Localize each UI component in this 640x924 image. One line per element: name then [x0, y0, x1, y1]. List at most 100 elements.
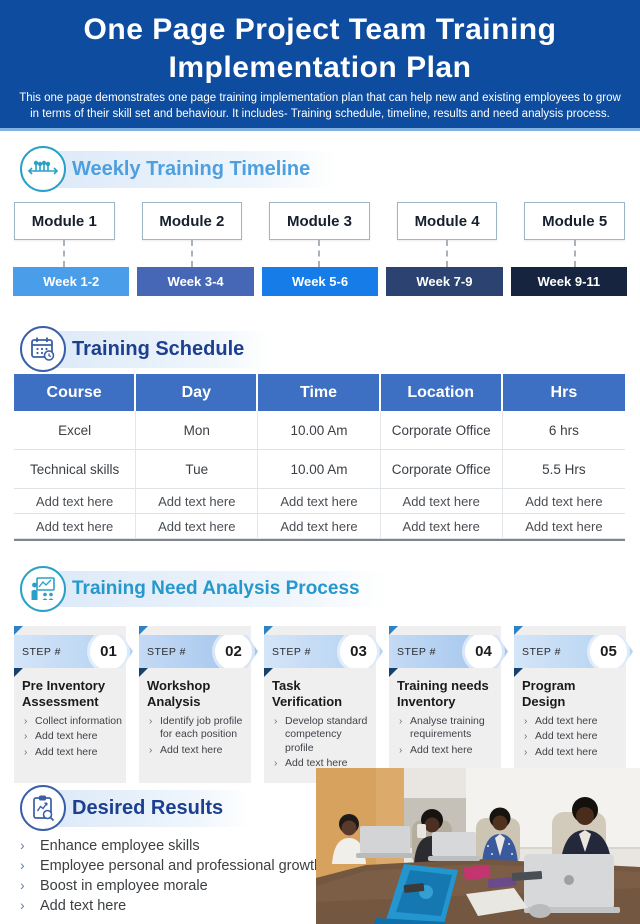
- desired-results-list: Enhance employee skills Employee persona…: [14, 836, 322, 916]
- table-cell: 10.00 Am: [258, 411, 381, 450]
- step-number: 01: [90, 633, 127, 670]
- table-cell: Add text here: [502, 514, 625, 539]
- connector: [142, 240, 243, 267]
- team-meeting-photo: [316, 768, 640, 924]
- column-header: Day: [136, 374, 259, 411]
- table-row: Technical skills Tue 10.00 Am Corporate …: [14, 450, 625, 489]
- corner-fold: [264, 626, 273, 635]
- step-banner: STEP # 05: [514, 635, 633, 668]
- table-cell: Add text here: [14, 514, 137, 539]
- corner-fold: [139, 668, 148, 677]
- step-card-4: STEP # 04 Training needs Inventory Analy…: [389, 626, 501, 784]
- step-number: 04: [465, 633, 502, 670]
- section-title: Desired Results: [56, 789, 250, 827]
- table-cell: Excel: [14, 411, 137, 450]
- week-bar: Week 7-9: [386, 267, 503, 296]
- trainer-presentation-icon: [20, 566, 66, 612]
- column-header: Course: [14, 374, 137, 411]
- timeline-arrow-icon: [20, 146, 66, 192]
- step-bullets: Identify job profile for each position A…: [139, 715, 251, 764]
- connector-row: [14, 240, 625, 267]
- section-title: Training Need Analysis Process: [56, 571, 386, 607]
- step-number: 03: [340, 633, 377, 670]
- bullet-item: Analyse training requirements: [397, 715, 497, 742]
- page-title: One Page Project Team Training Implement…: [83, 13, 557, 84]
- table-cell: Add text here: [258, 514, 381, 539]
- table-cell: Add text here: [502, 489, 625, 514]
- need-analysis-steps: STEP # 01 Pre Inventory Assessment Colle…: [14, 626, 626, 784]
- bullet-item: Identify job profile for each position: [147, 715, 247, 742]
- table-cell: Add text here: [380, 514, 503, 539]
- calendar-clock-icon: [20, 326, 66, 372]
- step-bullets: Collect information Add text here Add te…: [14, 715, 126, 766]
- step-bullets: Develop standard competency profile Add …: [264, 715, 376, 778]
- step-number: 02: [215, 633, 252, 670]
- table-cell: Corporate Office: [380, 411, 503, 450]
- bullet-item: Add text here: [22, 746, 122, 760]
- result-item: Enhance employee skills: [14, 836, 314, 856]
- column-header: Hrs: [502, 374, 625, 411]
- bullet-item: Add text here: [147, 744, 247, 758]
- table-cell: Tue: [136, 450, 259, 489]
- table-cell: Corporate Office: [380, 450, 503, 489]
- step-bullets: Add text here Add text here Add text her…: [514, 715, 626, 766]
- step-title: Task Verification: [272, 678, 343, 710]
- connector: [14, 240, 115, 267]
- page-subtitle: This one page demonstrates one page trai…: [19, 92, 621, 120]
- step-title: Program Design: [522, 678, 576, 710]
- column-header: Location: [380, 374, 503, 411]
- corner-fold: [514, 668, 523, 677]
- step-label: STEP #: [522, 645, 561, 658]
- step-label: STEP #: [147, 645, 186, 658]
- header: One Page Project Team Training Implement…: [0, 0, 640, 131]
- step-card-1: STEP # 01 Pre Inventory Assessment Colle…: [14, 626, 126, 784]
- table-cell: Add text here: [136, 489, 259, 514]
- section-weekly-timeline-heading: Weekly Training Timeline: [20, 146, 337, 192]
- connector: [269, 240, 370, 267]
- step-card-2: STEP # 02 Workshop Analysis Identify job…: [139, 626, 251, 784]
- section-desired-results-heading: Desired Results: [20, 785, 250, 831]
- module-box: Module 3: [269, 202, 370, 240]
- bullet-item: Add text here: [522, 730, 622, 744]
- connector: [524, 240, 625, 267]
- connector: [397, 240, 498, 267]
- week-bar: Week 1-2: [13, 267, 130, 296]
- training-schedule-table: Course Day Time Location Hrs Excel Mon 1…: [14, 374, 625, 541]
- week-bar: Week 9-11: [510, 267, 628, 296]
- clipboard-analysis-icon: [20, 785, 66, 831]
- table-cell: Add text here: [380, 489, 503, 514]
- module-box: Module 1: [14, 202, 115, 240]
- bullet-item: Add text here: [22, 730, 122, 744]
- corner-fold: [14, 626, 23, 635]
- corner-fold: [389, 626, 398, 635]
- step-label: STEP #: [22, 645, 61, 658]
- step-banner: STEP # 01: [14, 635, 133, 668]
- step-label: STEP #: [397, 645, 436, 658]
- result-item: Add text here: [14, 896, 314, 916]
- week-bar: Week 3-4: [137, 267, 254, 296]
- module-box: Module 5: [524, 202, 625, 240]
- bullet-item: Add text here: [522, 746, 622, 760]
- table-cell: 6 hrs: [502, 411, 625, 450]
- corner-fold: [14, 668, 23, 677]
- step-title: Workshop Analysis: [147, 678, 211, 710]
- table-row: Excel Mon 10.00 Am Corporate Office 6 hr…: [14, 411, 625, 450]
- module-box: Module 4: [396, 202, 498, 240]
- step-card-5: STEP # 05 Program Design Add text here A…: [514, 626, 626, 784]
- bullet-item: Add text here: [397, 744, 497, 758]
- step-bullets: Analyse training requirements Add text h…: [389, 715, 501, 764]
- step-banner: STEP # 03: [264, 635, 383, 668]
- section-training-schedule-heading: Training Schedule: [20, 326, 271, 372]
- step-label: STEP #: [272, 645, 311, 658]
- step-banner: STEP # 02: [139, 635, 258, 668]
- week-row: Week 1-2 Week 3-4 Week 5-6 Week 7-9 Week…: [13, 267, 628, 296]
- section-need-analysis-heading: Training Need Analysis Process: [20, 566, 386, 612]
- step-banner: STEP # 04: [389, 635, 508, 668]
- step-card-3: STEP # 03 Task Verification Develop stan…: [264, 626, 376, 784]
- table-cell: Add text here: [136, 514, 259, 539]
- table-header-row: Course Day Time Location Hrs: [14, 374, 625, 411]
- table-row: Add text here Add text here Add text her…: [14, 489, 625, 514]
- corner-fold: [514, 626, 523, 635]
- table-cell: 5.5 Hrs: [502, 450, 625, 489]
